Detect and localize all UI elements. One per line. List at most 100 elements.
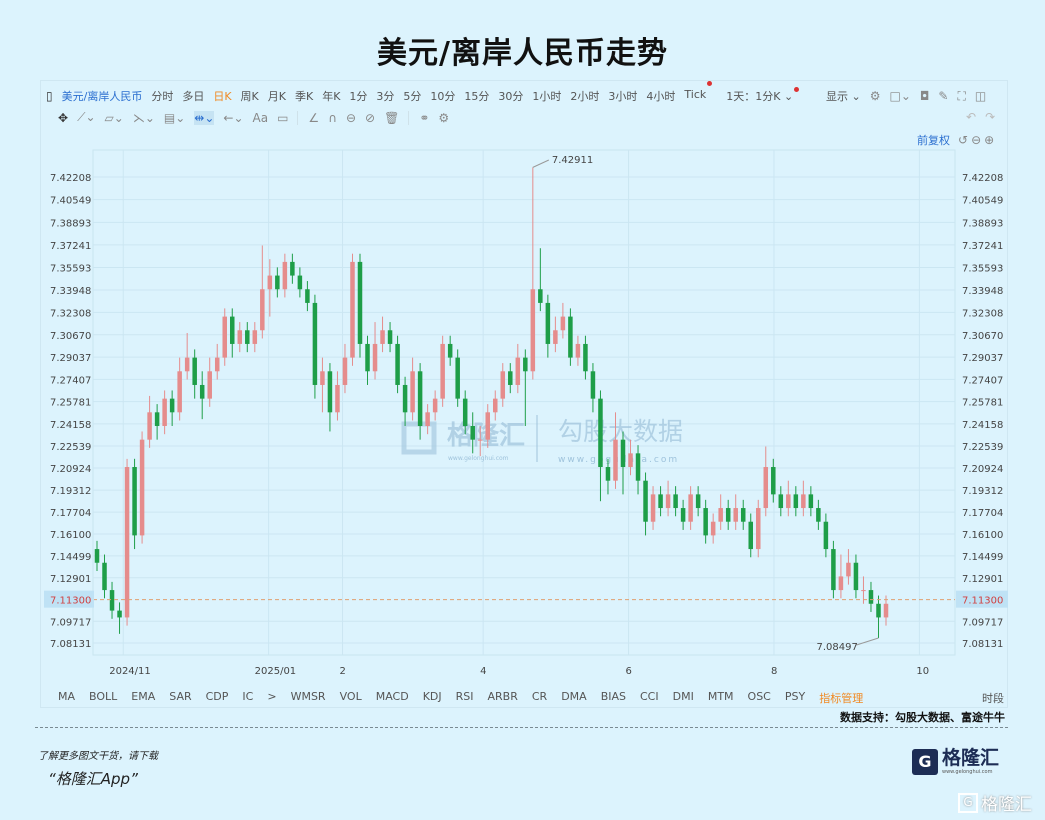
candle-body[interactable]	[350, 261, 355, 358]
indicator-tab[interactable]: VOL	[339, 690, 362, 703]
candle-body[interactable]	[793, 494, 799, 509]
candle-body[interactable]	[132, 467, 137, 536]
period-tab[interactable]: 日K	[213, 90, 232, 103]
period-tab[interactable]: 年K	[322, 90, 341, 103]
indicator-tab[interactable]: ARBR	[487, 690, 518, 703]
period-tab[interactable]: 季K	[294, 90, 314, 103]
fullscreen-icon[interactable]: ⛶	[957, 88, 966, 103]
display-dropdown[interactable]: 显示 ⌄	[826, 90, 861, 103]
settings-icon[interactable]: ⚙	[869, 89, 881, 103]
candle-body[interactable]	[583, 343, 588, 372]
candle-body[interactable]	[861, 590, 866, 592]
candle-body[interactable]	[763, 467, 769, 509]
candle-body[interactable]	[162, 398, 167, 426]
magnet-icon[interactable]: ∩	[328, 110, 337, 125]
candle-body[interactable]	[846, 562, 851, 577]
indicator-tab[interactable]: WMSR	[290, 690, 326, 703]
pen-icon[interactable]: ✎	[938, 89, 949, 103]
candle-body[interactable]	[440, 343, 445, 399]
indicator-tab[interactable]: MA	[58, 690, 76, 703]
indicator-tab[interactable]: RSI	[455, 690, 474, 703]
indicator-tab[interactable]: DMI	[672, 690, 694, 703]
candle-body[interactable]	[335, 384, 340, 413]
candle-body[interactable]	[710, 521, 716, 536]
candle-body[interactable]	[658, 494, 663, 509]
period-tab[interactable]: Tick	[684, 88, 707, 101]
candle-body[interactable]	[94, 549, 100, 563]
candle-body[interactable]	[718, 508, 723, 522]
panel-icon[interactable]: ◫	[974, 89, 987, 103]
drawing-settings-icon[interactable]: ⚙	[438, 110, 450, 125]
candle-body[interactable]	[305, 289, 310, 303]
candle-body[interactable]	[801, 494, 806, 509]
indicator-tab[interactable]: MACD	[375, 690, 409, 703]
candle-body[interactable]	[808, 494, 814, 509]
candle-body[interactable]	[613, 439, 618, 481]
period-tab[interactable]: 1小时	[532, 90, 562, 103]
candle-body[interactable]	[282, 261, 288, 290]
shape-tool-icon[interactable]: ▱⌄	[104, 110, 124, 125]
indicator-tab[interactable]: BIAS	[600, 690, 626, 703]
candle-body[interactable]	[139, 439, 145, 536]
indicator-tab[interactable]: DMA	[561, 690, 587, 703]
candle-body[interactable]	[605, 467, 611, 481]
candle-body[interactable]	[470, 425, 475, 440]
period-tab[interactable]: 3小时	[608, 90, 638, 103]
candle-body[interactable]	[447, 343, 453, 358]
candle-body[interactable]	[620, 439, 626, 468]
candle-body[interactable]	[207, 371, 212, 399]
period-tab[interactable]: 1分	[349, 90, 368, 103]
text-tool-icon[interactable]: Aa	[252, 110, 269, 125]
candle-body[interactable]	[553, 330, 558, 344]
candle-body[interactable]	[380, 330, 385, 344]
candle-body[interactable]	[560, 316, 566, 331]
indicator-tab[interactable]: >	[267, 690, 277, 703]
candle-body[interactable]	[357, 261, 363, 344]
measure-tool-icon[interactable]: ⇹⌄	[194, 110, 215, 125]
candle-body[interactable]	[515, 357, 521, 385]
candle-body[interactable]	[665, 494, 671, 509]
candle-body[interactable]	[230, 316, 235, 344]
range-select[interactable]: 1天：1分K ⌄	[726, 90, 794, 103]
candle-body[interactable]	[628, 453, 633, 468]
redo-icon[interactable]: ↷	[985, 110, 996, 124]
indicator-tab[interactable]: IC	[242, 690, 254, 703]
candle-body[interactable]	[320, 371, 325, 385]
indicator-tab[interactable]: CR	[531, 690, 548, 703]
indicator-tab[interactable]: PSY	[784, 690, 806, 703]
move-icon[interactable]: ✥	[58, 110, 69, 125]
candle-body[interactable]	[365, 343, 370, 372]
period-tab[interactable]: 5分	[403, 90, 422, 103]
candle-body[interactable]	[876, 603, 881, 618]
trash-icon[interactable]: 🗑	[384, 110, 400, 125]
indicator-manage-button[interactable]: 指标管理	[819, 692, 864, 705]
candle-body[interactable]	[695, 494, 701, 509]
candle-body[interactable]	[395, 343, 400, 385]
candle-body[interactable]	[177, 371, 182, 413]
angle-icon[interactable]: ∠	[308, 110, 320, 125]
candle-body[interactable]	[432, 398, 438, 413]
candle-body[interactable]	[733, 508, 738, 522]
hide-icon[interactable]: ⊘	[365, 110, 376, 125]
candle-body[interactable]	[462, 398, 468, 426]
candle-body[interactable]	[199, 384, 205, 399]
layout-icon[interactable]: □⌄	[889, 89, 911, 103]
link-icon[interactable]: ⚭	[419, 110, 430, 125]
period-tab[interactable]: 30分	[498, 90, 524, 103]
period-tab[interactable]: 3分	[376, 90, 395, 103]
candle-body[interactable]	[109, 590, 115, 611]
candle-body[interactable]	[771, 467, 776, 495]
candle-body[interactable]	[327, 371, 333, 413]
adjust-button[interactable]: 前复权	[917, 134, 950, 147]
candle-body[interactable]	[575, 343, 581, 358]
candle-body[interactable]	[500, 371, 506, 399]
reset-icon[interactable]: ↺	[958, 133, 969, 147]
candle-body[interactable]	[868, 590, 874, 604]
candle-body[interactable]	[650, 494, 656, 522]
candle-body[interactable]	[154, 412, 160, 426]
candle-body[interactable]	[342, 357, 348, 385]
undo-icon[interactable]: ↶	[966, 110, 977, 124]
line-tool-icon[interactable]: ⟋⌄	[77, 110, 96, 124]
candle-body[interactable]	[883, 603, 889, 618]
candle-body[interactable]	[417, 371, 423, 426]
